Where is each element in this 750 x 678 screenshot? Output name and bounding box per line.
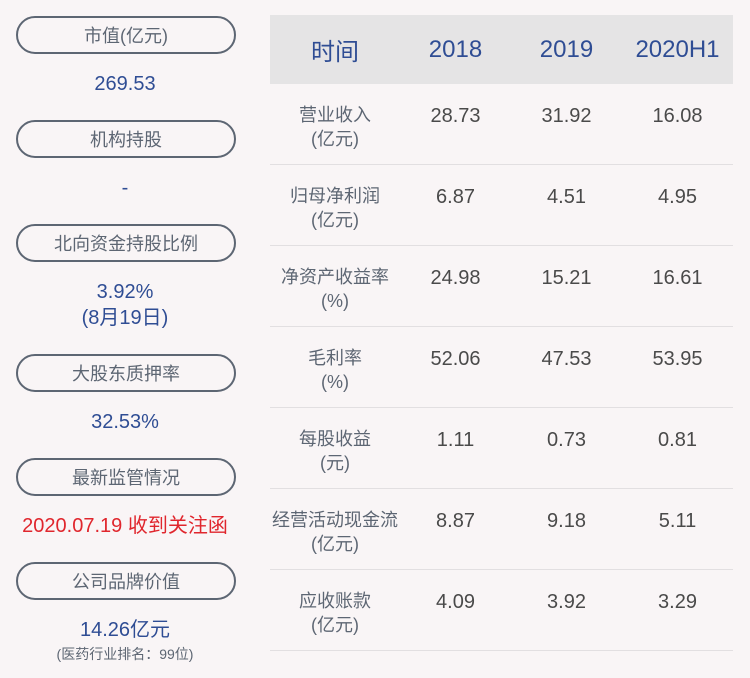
cell-2019: 0.73	[547, 429, 586, 451]
metric-name: 净资产收益率	[281, 267, 389, 287]
regulatory-status-value: 2020.07.19 收到关注函	[22, 515, 228, 537]
header-2018: 2018	[428, 35, 483, 63]
row-label: 毛利率 (%)	[270, 327, 400, 394]
metric-unit: (%)	[321, 291, 349, 311]
institutional-holding-label: 机构持股	[16, 120, 236, 158]
metric-unit: (亿元)	[311, 534, 359, 554]
cell-2018: 24.98	[430, 267, 481, 289]
row-label: 归母净利润 (亿元)	[270, 165, 400, 232]
row-label: 营业收入 (亿元)	[270, 84, 400, 151]
regulatory-status-label: 最新监管情况	[16, 458, 236, 496]
northbound-holding-value: 3.92%	[96, 281, 154, 303]
pledge-ratio-label: 大股东质押率	[16, 354, 236, 392]
northbound-holding-date: (8月19日)	[81, 307, 169, 329]
metric-unit: (亿元)	[311, 615, 359, 635]
row-label: 应收账款 (亿元)	[270, 570, 400, 637]
cell-2018: 1.11	[436, 429, 475, 451]
metric-name: 营业收入	[299, 105, 371, 125]
table-row: 每股收益 (元) 1.11 0.73 0.81	[270, 408, 733, 489]
brand-value-value: 14.26亿元	[79, 619, 171, 641]
cell-2020h1: 3.29	[658, 591, 697, 613]
cell-2020h1: 0.81	[658, 429, 697, 451]
brand-value-label: 公司品牌价值	[16, 562, 236, 600]
metric-unit: (亿元)	[311, 210, 359, 230]
cell-2019: 47.53	[541, 348, 592, 370]
metric-name: 归母净利润	[290, 186, 380, 206]
metric-name: 经营活动现金流	[272, 510, 398, 530]
cell-2020h1: 53.95	[652, 348, 703, 370]
table-row: 经营活动现金流 (亿元) 8.87 9.18 5.11	[270, 489, 733, 570]
brand-value-rank-note: (医药行业排名：99位)	[56, 646, 194, 662]
cell-2020h1: 16.61	[652, 267, 703, 289]
row-label: 净资产收益率 (%)	[270, 246, 400, 313]
header-2020h1: 2020H1	[635, 35, 720, 63]
financial-table: 时间 2018 2019 2020H1 营业收入 (亿元) 28.73 31.92…	[270, 15, 733, 651]
cell-2019: 9.18	[547, 510, 586, 532]
cell-2019: 4.51	[547, 186, 586, 208]
cell-2019: 3.92	[547, 591, 586, 613]
cell-2018: 52.06	[430, 348, 481, 370]
table-row: 营业收入 (亿元) 28.73 31.92 16.08	[270, 84, 733, 165]
metric-name: 每股收益	[299, 429, 371, 449]
header-time: 时间	[311, 39, 359, 66]
cell-2020h1: 4.95	[658, 186, 697, 208]
metric-name: 应收账款	[299, 591, 371, 611]
northbound-holding-label: 北向资金持股比例	[16, 224, 236, 262]
metric-unit: (元)	[320, 453, 350, 473]
cell-2018: 28.73	[430, 105, 481, 127]
metric-name: 毛利率	[308, 348, 362, 368]
metric-unit: (%)	[321, 372, 349, 392]
table-row: 应收账款 (亿元) 4.09 3.92 3.29	[270, 570, 733, 651]
cell-2018: 4.09	[436, 591, 475, 613]
row-label: 每股收益 (元)	[270, 408, 400, 475]
table-header: 时间 2018 2019 2020H1	[270, 15, 733, 84]
row-label: 经营活动现金流 (亿元)	[270, 489, 400, 556]
cell-2020h1: 16.08	[652, 105, 703, 127]
institutional-holding-value: -	[121, 177, 129, 199]
market-cap-value: 269.53	[94, 73, 156, 95]
cell-2019: 15.21	[541, 267, 592, 289]
market-cap-label: 市值(亿元)	[16, 16, 236, 54]
header-2019: 2019	[539, 35, 594, 63]
metric-unit: (亿元)	[311, 129, 359, 149]
cell-2018: 8.87	[436, 510, 475, 532]
cell-2020h1: 5.11	[658, 510, 697, 532]
table-row: 归母净利润 (亿元) 6.87 4.51 4.95	[270, 165, 733, 246]
pledge-ratio-value: 32.53%	[91, 411, 159, 433]
table-row: 毛利率 (%) 52.06 47.53 53.95	[270, 327, 733, 408]
cell-2018: 6.87	[436, 186, 475, 208]
table-row: 净资产收益率 (%) 24.98 15.21 16.61	[270, 246, 733, 327]
cell-2019: 31.92	[541, 105, 592, 127]
